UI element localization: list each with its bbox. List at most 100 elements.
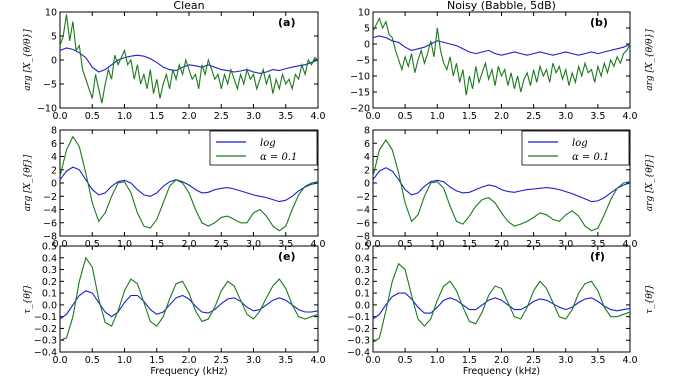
panel-1-xtick-label: 2.0 [494,111,509,122]
panel-0-series-1-line [59,14,319,104]
panel-1-xtick-label: 4.0 [622,111,637,122]
panel-0-xtick-label: 2.5 [214,111,229,122]
panel-0-ytick-label: 10 [45,8,57,19]
panel-3-xtick-label: 3.0 [558,239,573,250]
panel-5-ytick-label: 0.0 [355,300,370,311]
panel-0-ylabel: arg [X_{θ/θ}] [23,29,33,91]
panel-5-ytick-label: 0.5 [355,242,370,253]
panel-0-xtick-label: 4.0 [310,111,325,122]
panel-3-ytick-label: −8 [356,232,370,243]
panel-3-legend-label-1: α = 0.1 [572,152,609,163]
panel-0-xtick-label: 2.0 [181,111,196,122]
panel-0-title: Clean [173,0,204,12]
panel-2-xtick-label: 4.0 [310,239,325,250]
panel-2-legend-label-0: log [260,138,276,149]
panel-4-ytick-label: 0.1 [42,289,57,300]
panel-5-ytick-label: −0.4 [347,348,370,359]
panel-3-ytick-label: −2 [356,192,370,203]
panel-1-xtick-label: 3.0 [558,111,573,122]
panel-2-xtick-label: 1.0 [117,239,132,250]
panel-0-xtick-label: 0.0 [52,111,67,122]
panel-3-ytick-label: 0 [364,179,370,190]
panel-2-ytick-label: −4 [43,205,57,216]
panel-2-legend-label-1: α = 0.1 [260,152,297,163]
panel-2-ytick-label: 8 [51,126,57,137]
panel-5-ytick-label: 0.2 [355,277,370,288]
panel-1-xtick-label: 0.0 [365,111,380,122]
panel-1-annotation: (b) [590,16,608,29]
panel-4-xlabel: Frequency (kHz) [150,366,227,377]
panel-5-ytick-label: 0.4 [355,253,370,264]
panel-4-ytick-label: 0.4 [42,253,57,264]
panel-2-ytick-label: 0 [51,179,57,190]
panel-0-ytick-label: −5 [43,80,57,91]
panel-3-ytick-label: 2 [364,165,370,176]
panel-1-xtick-label: 1.5 [462,111,477,122]
panel-2-xtick-label: 1.5 [149,239,164,250]
panel-1-ytick-label: −20 [350,104,370,115]
panel-4-xtick-label: 3.0 [246,355,261,366]
panel-5-series-1-line [372,262,631,344]
panel-1-xtick-label: 3.5 [590,111,605,122]
panel-0-ytick-label: 5 [51,32,57,43]
panel-4-annotation: (e) [278,250,296,263]
panel-0-ytick-label: 0 [51,56,57,67]
panel-2-xtick-label: 0.0 [52,239,67,250]
panel-4-xtick-label: 1.5 [149,355,164,366]
panel-0-xtick-label: 3.0 [246,111,261,122]
panel-0-ytick-label: −10 [37,104,57,115]
panel-1-series-0-line [372,35,631,56]
panel-0-xtick-label: 1.0 [117,111,132,122]
panel-1-ytick-label: 0 [364,40,370,51]
panel-4-ytick-label: −0.4 [34,348,57,359]
panel-2-ytick-label: −8 [43,232,57,243]
panel-4-xtick-label: 0.0 [52,355,67,366]
panel-1-xtick-label: 2.5 [526,111,541,122]
panel-3-xtick-label: 4.0 [622,239,637,250]
panel-2-ytick-label: 2 [51,165,57,176]
panel-0-series-0-line [59,47,319,74]
panel-1-ytick-label: 10 [358,8,370,19]
panel-2-xtick-label: 3.5 [278,239,293,250]
panel-5-xtick-label: 3.5 [590,355,605,366]
panel-4-ytick-label: 0.3 [42,265,57,276]
panel-2-ytick-label: 4 [51,152,57,163]
panel-5-xtick-label: 0.0 [365,355,380,366]
panel-1-xtick-label: 1.0 [430,111,445,122]
panel-3-xtick-label: 2.5 [526,239,541,250]
panel-5-xtick-label: 2.0 [494,355,509,366]
panel-2-xtick-label: 3.0 [246,239,261,250]
panel-5-xtick-label: 2.5 [526,355,541,366]
panel-1-series-1-line [372,16,631,96]
panel-5-xtick-label: 1.5 [462,355,477,366]
panel-3-series-0-line [372,167,631,203]
panel-4-series-0-line [59,290,319,320]
panel-5-annotation: (f) [590,250,605,263]
panel-1-xtick-label: 0.5 [398,111,413,122]
panel-2-legend-box [209,130,318,166]
panel-4-xtick-label: 4.0 [310,355,325,366]
panel-2-ytick-label: −2 [43,192,57,203]
panel-3-ytick-label: −4 [356,205,370,216]
panel-2-series-0-line [59,166,319,203]
panel-2-xtick-label: 2.0 [181,239,196,250]
panel-1-ytick-label: −5 [356,56,370,67]
panel-4-ylabel: τ_{θf} [23,284,33,314]
panel-5-ytick-label: −0.3 [347,336,370,347]
panel-4-ytick-label: 0.5 [42,242,57,253]
panel-2-ytick-label: −6 [43,218,57,229]
panel-5-xlabel: Frequency (kHz) [463,366,540,377]
panel-3-xtick-label: 1.5 [462,239,477,250]
panel-4-xtick-label: 3.5 [278,355,293,366]
panel-3-xtick-label: 1.0 [430,239,445,250]
panel-1-ytick-label: 5 [364,24,370,35]
panel-3-xtick-label: 3.5 [590,239,605,250]
panel-3-xtick-label: 2.0 [494,239,509,250]
panel-5-xtick-label: 1.0 [430,355,445,366]
panel-5-xtick-label: 3.0 [558,355,573,366]
panel-2-series-1-line [59,135,319,232]
panel-5-ytick-label: −0.1 [347,312,370,323]
panel-3-series-1-line [372,138,631,232]
panel-4-xtick-label: 2.5 [214,355,229,366]
